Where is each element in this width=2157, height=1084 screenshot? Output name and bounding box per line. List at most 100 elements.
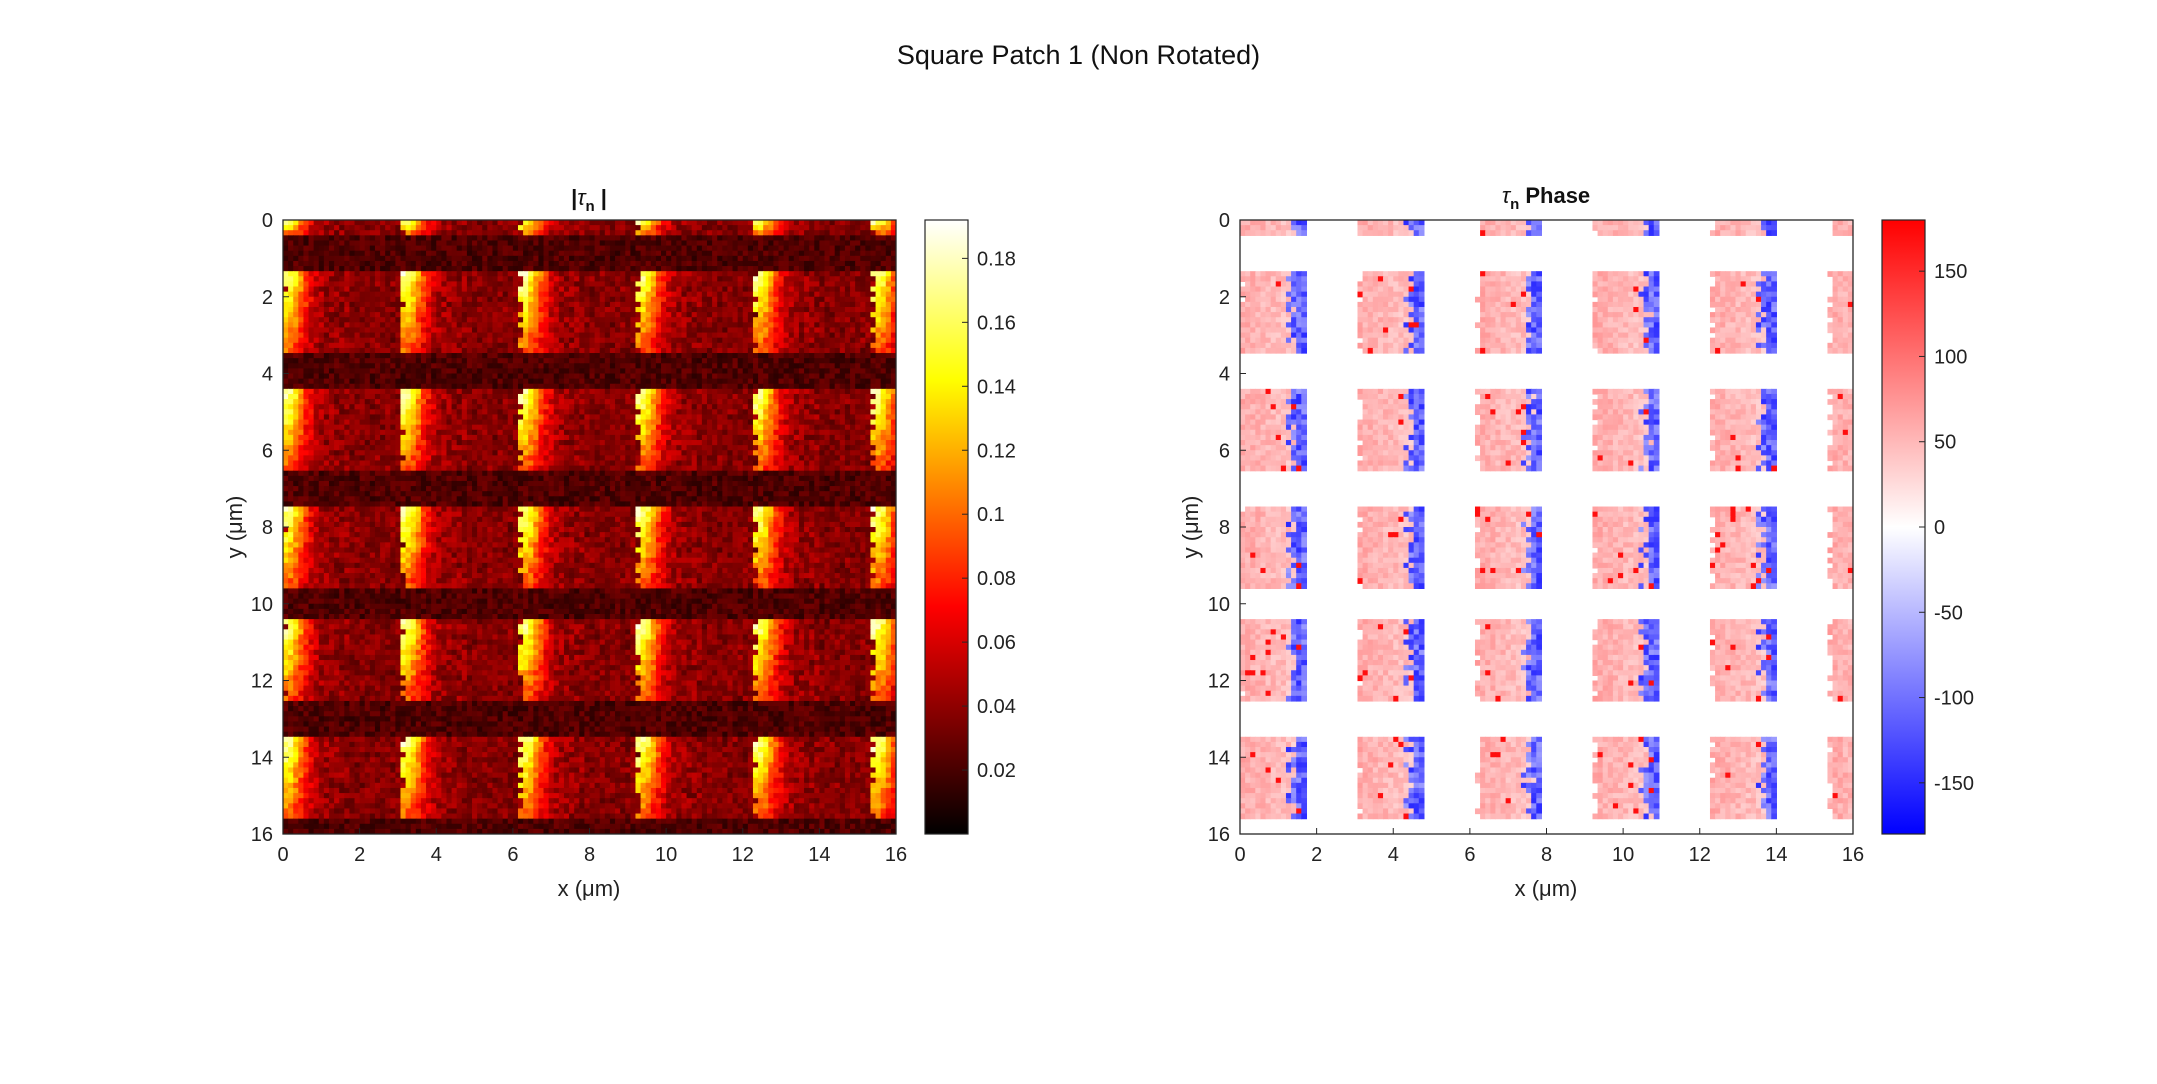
heatmap-cell (380, 363, 386, 369)
heatmap-cell (303, 358, 310, 364)
heatmap-cell (635, 225, 642, 231)
heatmap-cell (768, 245, 774, 252)
heatmap-cell (620, 368, 626, 375)
heatmap-cell (834, 424, 841, 431)
heatmap-cell (747, 424, 754, 431)
heatmap-cell (385, 281, 391, 288)
heatmap-cell (620, 281, 626, 288)
heatmap-cell (385, 388, 391, 395)
heatmap-cell (599, 332, 606, 339)
heatmap-cell (507, 312, 514, 318)
heatmap-cell (415, 378, 422, 385)
heatmap-cell (890, 322, 896, 329)
heatmap-cell (369, 266, 376, 272)
heatmap-cell (661, 424, 667, 431)
heatmap-cell (328, 312, 335, 318)
heatmap-cell (374, 225, 381, 231)
heatmap-cell (344, 342, 351, 349)
heatmap-cell (875, 220, 882, 226)
heatmap-cell (604, 306, 611, 313)
heatmap-cell (405, 230, 412, 236)
heatmap-cell (829, 419, 836, 426)
heatmap-cell (431, 240, 437, 247)
heatmap-cell (620, 235, 626, 242)
heatmap-cell (844, 301, 851, 308)
heatmap-cell (778, 322, 785, 329)
heatmap-cell (696, 378, 703, 385)
heatmap-cell (804, 260, 810, 267)
heatmap-cell (400, 317, 407, 323)
heatmap-cell (752, 312, 759, 318)
heatmap-cell (676, 225, 683, 231)
heatmap-cell (701, 245, 708, 252)
heatmap-cell (334, 276, 340, 282)
heatmap-cell (359, 378, 366, 385)
heatmap-cell (855, 271, 861, 277)
heatmap-cell (558, 266, 565, 272)
heatmap-cell (563, 393, 570, 400)
heatmap-cell (395, 240, 402, 247)
heatmap-cell (359, 404, 366, 410)
heatmap-cell (487, 368, 494, 375)
heatmap-cell (466, 225, 473, 231)
heatmap-cell (405, 235, 412, 242)
heatmap-cell (431, 353, 437, 359)
heatmap-cell (742, 250, 749, 257)
heatmap-cell (768, 296, 774, 303)
heatmap-cell (584, 424, 591, 431)
heatmap-cell (579, 327, 585, 334)
heatmap-cell (318, 250, 325, 257)
heatmap-cell (436, 306, 442, 313)
heatmap-cell (369, 250, 376, 257)
heatmap-cell (640, 414, 647, 421)
heatmap-cell (686, 388, 693, 395)
heatmap-cell (380, 414, 386, 421)
heatmap-cell (778, 347, 785, 354)
heatmap-cell (691, 306, 698, 313)
heatmap-cell (635, 250, 642, 257)
heatmap-cell (615, 245, 621, 252)
heatmap-cell (625, 296, 631, 303)
heatmap-cell (563, 383, 570, 390)
heatmap-cell (819, 342, 826, 349)
heatmap-cell (834, 312, 841, 318)
heatmap-cell (584, 286, 591, 293)
heatmap-cell (420, 383, 427, 390)
heatmap-cell (783, 368, 790, 375)
heatmap-cell (727, 363, 734, 369)
heatmap-cell (415, 306, 422, 313)
heatmap-cell (855, 312, 861, 318)
heatmap-cell (696, 306, 703, 313)
heatmap-cell (482, 337, 488, 344)
heatmap-cell (783, 291, 790, 298)
heatmap-cell (717, 291, 723, 298)
heatmap-cell (686, 424, 693, 431)
heatmap-cell (615, 353, 621, 359)
heatmap-cell (492, 235, 499, 242)
heatmap-cell (834, 414, 841, 421)
heatmap-cell (681, 312, 688, 318)
heatmap-cell (640, 419, 647, 426)
heatmap-cell (829, 291, 836, 298)
heatmap-cell (829, 250, 836, 257)
heatmap-cell (349, 347, 356, 354)
heatmap-cell (318, 271, 325, 277)
heatmap-cell (788, 225, 795, 231)
heatmap-cell (553, 404, 560, 410)
heatmap-cell (640, 393, 647, 400)
heatmap-cell (482, 317, 488, 323)
heatmap-cell (441, 332, 448, 339)
heatmap-cell (870, 276, 877, 282)
heatmap-cell (860, 271, 866, 277)
heatmap-cell (517, 296, 524, 303)
heatmap-cell (691, 368, 698, 375)
heatmap-cell (604, 399, 611, 405)
heatmap-cell (390, 225, 396, 231)
heatmap-cell (732, 322, 739, 329)
heatmap-cell (380, 301, 386, 308)
heatmap-cell (717, 342, 723, 349)
heatmap-cell (308, 276, 315, 282)
heatmap-cell (604, 281, 611, 288)
heatmap-cell (880, 383, 887, 390)
heatmap-cell (364, 419, 371, 426)
